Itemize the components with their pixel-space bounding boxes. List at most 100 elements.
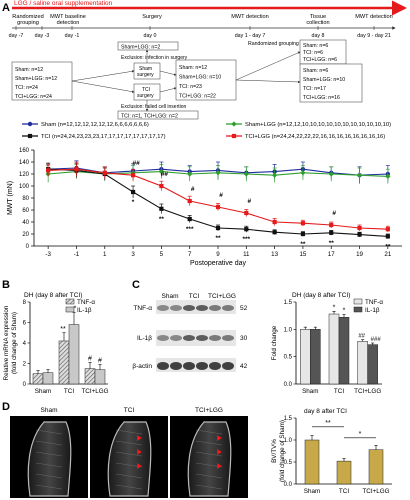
chart-title: DH (day 8 after TCI) (24, 292, 82, 299)
left-group-entry: Sham: n=12 (15, 67, 43, 73)
y-tick-label: 1.5 (284, 416, 293, 422)
trabecula (115, 473, 143, 479)
legend-marker (27, 133, 33, 139)
significance-mark: ** (159, 216, 165, 223)
y-tick-label: 1.5 (284, 300, 293, 306)
panel-d: D Sham TCI TCI+LGG 0.0 0.5 1.0 1.5 day 8 after… (2, 401, 392, 498)
blot-band (196, 362, 208, 370)
western-blot: Sham TCI TCI+LGG TNF-α 52 IL-1β 30 β-actin 42 (132, 293, 248, 372)
right-group-entry: Sham: n=6 (303, 68, 328, 74)
trabecula (115, 451, 143, 457)
x-tick-label: 7 (188, 251, 192, 258)
x-tick-label: 11 (243, 251, 250, 258)
data-point (243, 171, 249, 177)
trabecula (195, 484, 223, 490)
right-group-entry: Sham+LGG: n=10 (303, 77, 345, 83)
data-point (46, 168, 51, 173)
category-label: TCI+LGG (81, 388, 108, 395)
data-point (272, 172, 278, 178)
x-axis-title: Postoperative day (190, 260, 247, 267)
x-tick-label: 9 (216, 251, 220, 258)
bar (84, 368, 96, 385)
y-axis-title: Fold change (271, 325, 278, 360)
blot-band (209, 335, 221, 341)
phase-label: Tissue (310, 14, 326, 20)
x-tick-label: -1 (74, 251, 80, 258)
data-point (74, 167, 79, 172)
blot-band (170, 362, 182, 370)
blot-band (170, 335, 182, 341)
trabecula (195, 429, 223, 435)
data-point (272, 219, 277, 225)
chart-title: DH (day 8 after TCI) (292, 292, 350, 299)
panel-b-letter: B (2, 279, 10, 291)
trabecula (115, 484, 143, 490)
blot-band (157, 335, 169, 341)
data-point (159, 183, 164, 189)
blot-band-label: β-actin (132, 363, 152, 370)
significance-mark: ** (215, 235, 221, 242)
arrow-marker (217, 463, 222, 469)
significance-mark: # (219, 192, 223, 199)
blot-kda-label: 42 (240, 363, 248, 370)
significance-mark: *** (243, 236, 251, 243)
significance-mark: * (132, 199, 135, 206)
blot-band (222, 305, 234, 311)
blot-kda-label: 30 (240, 335, 248, 342)
box-sham-lgg-top: Sham+LGG: n=2 (121, 45, 160, 51)
data-point (357, 225, 362, 231)
bar (94, 369, 106, 385)
significance-mark: ** (385, 243, 391, 250)
box-tci-bottom: TCI: n=1, TCI+LGG: n=2 (121, 114, 178, 120)
category-label: TCI (339, 488, 349, 495)
significance-mark: * (74, 305, 77, 312)
arrow-marker (137, 463, 142, 469)
exclusion-top: Exclusion: infection in surgery (121, 55, 188, 61)
trabecula (115, 429, 143, 435)
timeline-days: day -7 day -3 day -1 day 0 day 1 - day 7 day … (9, 26, 391, 39)
panel-a-timeline: A LGG / saline oral supplementation Rand… (2, 0, 407, 120)
y-tick-label: 6 (23, 321, 27, 327)
significance-mark: # (88, 355, 92, 362)
y-tick-label: 4 (23, 341, 27, 347)
y-tick-label: 140 (19, 160, 30, 166)
randomized-grouping: Randomized grouping (248, 41, 299, 47)
microct-label: Sham (41, 407, 58, 414)
blot-band (183, 335, 195, 341)
x-tick-label: 17 (328, 251, 335, 258)
bar (328, 313, 340, 385)
data-point (385, 234, 390, 239)
y-tick-label: 40 (22, 220, 29, 226)
significance-mark: ### (371, 337, 382, 343)
phase-label: grouping (17, 20, 39, 26)
bar-chart-b: 0 2 4 6 8DH (day 8 after TCI) Relative mRNA e… (3, 292, 109, 395)
data-point (130, 189, 136, 195)
blot-band (196, 335, 208, 341)
blot-band (183, 305, 195, 311)
blot-lane-label: TCI (189, 293, 200, 300)
significance-mark: * (343, 308, 346, 315)
left-group-entry: Sham+LGG: n=12 (15, 76, 57, 82)
y-axis-title: (fold change of Sham) (11, 312, 18, 374)
category-label: TCI+LGG (362, 488, 389, 495)
data-point (102, 170, 107, 175)
day-label: day -3 (35, 33, 50, 39)
data-point (215, 170, 221, 176)
microct-label: TCI (124, 407, 135, 414)
blot-band (222, 335, 234, 341)
microct-label: TCI+LGG (195, 407, 223, 414)
data-point (356, 172, 363, 178)
phase-label: collection (306, 20, 329, 26)
significance-mark: ## (132, 160, 140, 167)
bar (357, 341, 368, 385)
data-point (300, 231, 306, 237)
trabecula (35, 484, 63, 490)
significance-mark: # (247, 198, 251, 205)
legend-label: TCI+LGG (n=24,24,22,22,22,16,16,16,16,16… (245, 134, 385, 140)
chart-title: day 8 after TCI (304, 408, 347, 415)
x-tick-label: 15 (299, 251, 306, 258)
x-tick-label: -3 (45, 251, 51, 258)
y-tick-label: 1.0 (284, 438, 293, 444)
day-label: day 0 (144, 33, 157, 39)
